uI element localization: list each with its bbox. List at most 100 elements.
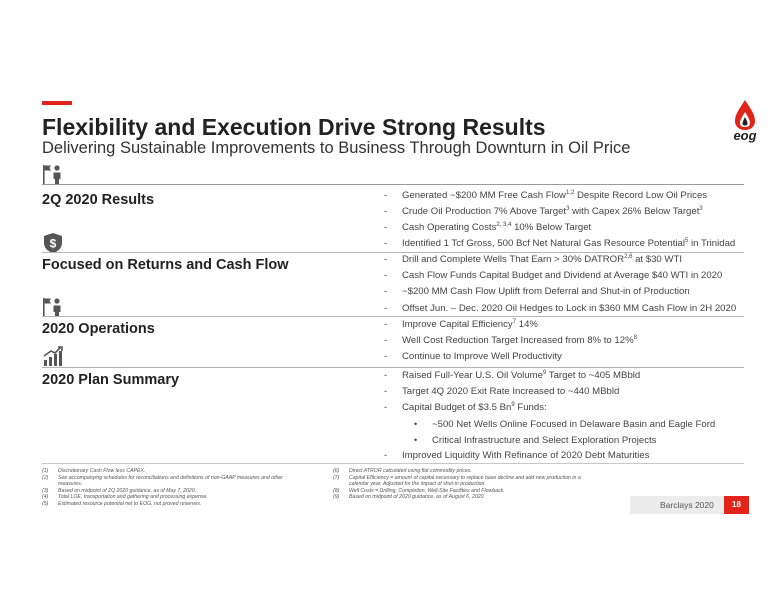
bullet-text: with Capex 26% Below Target	[569, 206, 700, 217]
footnote-text: calendar year. Adjusted for the impact o…	[349, 481, 486, 488]
bullet-item: - Raised Full-Year U.S. Oil Volume9 Targe…	[384, 370, 640, 382]
page-subtitle: Delivering Sustainable Improvements to B…	[42, 139, 631, 157]
footnote-ref: 2, 3,4	[496, 222, 512, 228]
footnotes-left: (1) Discretionary Cash Flow less CAPEX. (2…	[42, 468, 283, 508]
bullet-text: 10% Below Target	[511, 222, 592, 233]
title-accent-bar	[42, 101, 72, 105]
footnote-ref: 9	[542, 370, 547, 376]
top-rule	[42, 184, 744, 185]
bullet-dash: -	[384, 386, 388, 397]
growth-chart-icon	[43, 346, 63, 366]
footer-source: Barclays 2020	[660, 500, 714, 510]
footnote-text: Capital Efficiency = amount of capital n…	[349, 474, 581, 481]
footnote-line: (5) Estimated resource potential net to E…	[42, 501, 283, 508]
bullet-text: Well Cost Reduction Target Increased fro…	[402, 335, 634, 346]
bullet-text: ~$200 MM Cash Flow Uplift from Deferral …	[402, 286, 690, 297]
footnote-ref: 5	[684, 238, 689, 244]
section-divider	[42, 252, 744, 253]
bullet-text: Crude Oil Production 7% Above Target	[402, 206, 567, 217]
footnote-line: (2) See accompanying schedules for reconc…	[42, 475, 283, 482]
flag-person-icon	[43, 165, 61, 184]
footnote-ref: 7	[512, 319, 517, 325]
flag-person-icon	[43, 298, 61, 317]
footnote-line: (3) Based on midpoint of 2Q 2020 guidance…	[42, 488, 283, 495]
bullet-text: Capital Budget of $3.5 Bn	[402, 402, 512, 413]
footnote-line: (4) Total LOE, transportation and gatheri…	[42, 494, 283, 501]
section-divider	[42, 367, 744, 368]
bullet-dot: •	[414, 419, 418, 429]
footnote-line: (1) Discretionary Cash Flow less CAPEX.	[42, 468, 283, 475]
footnote-line: (6) Direct ATROR calculated using flat co…	[333, 468, 581, 475]
bullet-text: Improve Capital Efficiency	[402, 319, 513, 330]
bullet-dash: -	[384, 319, 388, 330]
bullet-item: - Well Cost Reduction Target Increased fr…	[384, 335, 637, 347]
section-title-2q-results: 2Q 2020 Results	[42, 192, 155, 208]
bullet-dash: -	[384, 450, 388, 461]
bullet-dot: •	[414, 435, 418, 445]
sub-bullet-item: • Critical Infrastructure and Select Expl…	[414, 434, 656, 447]
footnote-text: Well Costs = Drilling, Completion, Well-…	[349, 487, 505, 494]
bullet-text: Continue to Improve Well Productivity	[402, 351, 562, 362]
footnote-line: (8) Well Costs = Drilling, Completion, We…	[333, 488, 581, 495]
footnote-number: (5)	[42, 500, 49, 507]
footnote-ref: 3	[566, 206, 570, 212]
page-number: 18	[724, 496, 749, 514]
bullet-text: Drill and Complete Wells That Earn > 30%…	[402, 254, 625, 265]
footnote-text: measures.	[58, 481, 83, 488]
bullet-item: - Identified 1 Tcf Gross, 500 Bcf Net Nat…	[384, 238, 735, 250]
bullet-text: Cash Operating Costs	[402, 222, 497, 233]
footnote-text: Direct ATROR calculated using flat commo…	[349, 468, 472, 474]
section-title-returns: Focused on Returns and Cash Flow	[42, 257, 289, 273]
bullet-item: - Continue to Improve Well Productivity	[384, 351, 562, 363]
bullet-text: 14%	[516, 319, 538, 330]
footnote-ref: 2,6	[624, 254, 633, 260]
footnote-number: (9)	[333, 494, 340, 501]
bullet-dash: -	[384, 238, 388, 249]
bullet-dash: -	[384, 335, 388, 346]
bullet-item: - Target 4Q 2020 Exit Rate Increased to ~…	[384, 386, 619, 398]
footnote-ref: 1,2	[565, 190, 575, 196]
bullet-text: Target 4Q 2020 Exit Rate Increased to ~4…	[402, 386, 620, 397]
footnote-number: (2)	[42, 474, 49, 481]
bullet-item: - Cash Flow Funds Capital Budget and Divi…	[384, 270, 722, 282]
svg-text:$: $	[50, 237, 57, 251]
footnote-number: (3)	[42, 487, 49, 494]
bullet-item: - Crude Oil Production 7% Above Target3 w…	[384, 206, 703, 218]
footnote-number: (1)	[42, 468, 49, 474]
footnote-line: (9) Based on midpoint of 2020 guidance, a…	[333, 494, 581, 501]
footnote-line: calendar year. Adjusted for the impact o…	[333, 481, 581, 488]
sub-bullet-text: ~500 Net Wells Online Focused in Delawar…	[432, 419, 716, 430]
bullet-dash: -	[384, 303, 388, 314]
bullet-dash: -	[384, 402, 388, 413]
bullet-dash: -	[384, 370, 388, 381]
bullet-item: - ~$200 MM Cash Flow Uplift from Deferral…	[384, 286, 690, 298]
bullet-item: - Generated ~$200 MM Free Cash Flow1,2 De…	[384, 190, 707, 202]
footnote-ref: 3	[699, 206, 703, 212]
bullet-dash: -	[384, 206, 388, 217]
footnote-number: (4)	[42, 494, 49, 501]
bullet-dash: -	[384, 222, 388, 233]
footnote-ref: 9	[511, 402, 515, 408]
page-title: Flexibility and Execution Drive Strong R…	[42, 114, 546, 140]
bullet-item: - Drill and Complete Wells That Earn > 30…	[384, 254, 682, 266]
footnote-text: Based on midpoint of 2020 guidance, as o…	[349, 494, 485, 501]
bullet-dash: -	[384, 254, 388, 265]
footnote-text: Estimated resource potential net to EOG,…	[58, 500, 202, 507]
footnote-text: See accompanying schedules for reconcili…	[58, 474, 284, 481]
footnote-text: Discretionary Cash Flow less CAPEX.	[58, 468, 146, 474]
sub-bullet-text: Critical Infrastructure and Select Explo…	[432, 435, 657, 446]
bullet-text: at $30 WTI	[632, 254, 683, 265]
bullet-text: in Trinidad	[688, 238, 736, 249]
bullet-text: Despite Record Low Oil Prices	[574, 190, 708, 201]
dollar-shield-icon: $	[44, 233, 62, 253]
bullet-item: - Improve Capital Efficiency7 14%	[384, 319, 538, 331]
footer-source-box	[630, 496, 744, 514]
bullet-dash: -	[384, 270, 388, 281]
section-title-operations: 2020 Operations	[42, 321, 155, 337]
footnote-ref: 8	[633, 335, 637, 341]
bullet-text: Improved Liquidity With Refinance of 202…	[402, 450, 650, 461]
bullet-item: - Offset Jun. – Dec. 2020 Oil Hedges to L…	[384, 303, 736, 315]
section-title-plan-summary: 2020 Plan Summary	[42, 372, 180, 388]
bullet-text: Funds:	[514, 402, 547, 413]
bullet-text: Offset Jun. – Dec. 2020 Oil Hedges to Lo…	[402, 303, 737, 314]
